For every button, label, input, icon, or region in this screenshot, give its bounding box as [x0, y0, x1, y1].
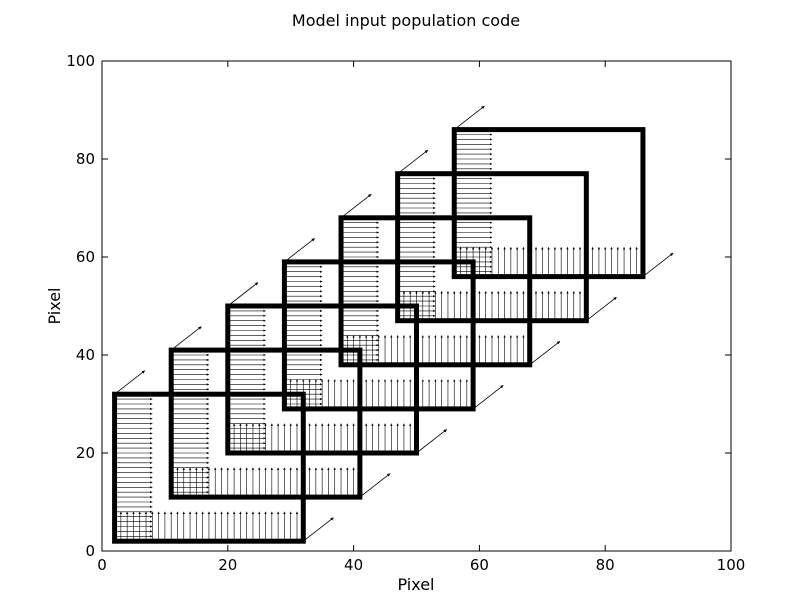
diagonal-arrow [472, 385, 504, 410]
x-tick-label: 100 [717, 556, 746, 574]
chart-title: Model input population code [292, 11, 520, 30]
x-axis-label: Pixel [397, 575, 434, 594]
diagonal-arrow [170, 326, 202, 351]
x-tick-label: 0 [97, 556, 107, 574]
y-axis-label: Pixel [45, 287, 64, 324]
diagonal-arrow [642, 252, 674, 277]
arrow-group [113, 370, 334, 543]
diagonal-arrow [114, 370, 146, 395]
y-tick-label: 60 [76, 248, 95, 266]
arrow-group [453, 105, 674, 278]
receptive-field-box [112, 391, 306, 544]
diagonal-arrow [397, 149, 429, 175]
diagonal-arrow [303, 517, 334, 542]
y-tick-label: 100 [66, 52, 95, 70]
x-tick-label: 20 [218, 556, 237, 574]
diagonal-arrow [586, 296, 617, 322]
diagonal-arrow [340, 193, 372, 219]
x-tick-label: 80 [596, 556, 615, 574]
receptive-field-box [225, 303, 419, 456]
diagonal-arrow [227, 282, 259, 307]
y-tick-label: 0 [85, 542, 95, 560]
diagonal-arrow [359, 473, 391, 498]
receptive-field-box [338, 215, 533, 368]
diagonal-arrow [453, 105, 485, 130]
axes: 0 20 40 60 80 100 0 20 40 60 80 100 [66, 52, 745, 574]
diagonal-arrow [284, 238, 315, 263]
x-tick-label: 60 [470, 556, 489, 574]
plot-area [112, 105, 674, 544]
y-tick-label: 40 [76, 346, 95, 364]
y-tick-label: 80 [76, 150, 95, 168]
receptive-field-box [395, 171, 589, 324]
diagonal-arrow [416, 429, 447, 454]
receptive-field-box [168, 347, 363, 500]
receptive-field-box [451, 127, 646, 280]
receptive-field-box [281, 259, 476, 412]
x-tick-label: 40 [344, 556, 363, 574]
y-tick-label: 20 [76, 444, 95, 462]
axes-frame [101, 60, 732, 552]
diagonal-arrow [529, 340, 561, 366]
